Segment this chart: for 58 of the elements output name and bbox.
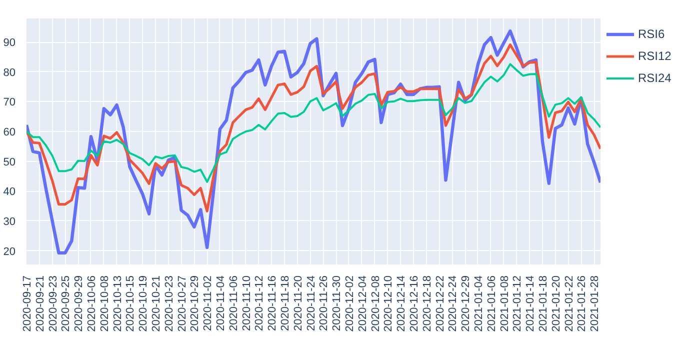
x-tick-label: 2020-10-27 bbox=[176, 275, 188, 332]
y-tick-label: 20 bbox=[3, 246, 16, 258]
x-tick-label: 2020-10-13 bbox=[112, 275, 124, 332]
x-tick-label: 2020-10-21 bbox=[150, 275, 162, 332]
x-tick-label: 2021-01-20 bbox=[550, 275, 562, 332]
x-tick-label: 2020-11-04 bbox=[214, 276, 227, 331]
x-tick-label: 2020-09-23 bbox=[47, 275, 60, 332]
x-tick-label: 2020-11-18 bbox=[279, 276, 292, 331]
x-tick-label: 2021-01-26 bbox=[576, 275, 588, 332]
x-tick-label: 2020-12-16 bbox=[408, 275, 420, 332]
x-tick-label: 2020-12-14 bbox=[396, 275, 408, 332]
x-tick-label: 2020-12-08 bbox=[370, 275, 382, 332]
x-tick-label: 2020-09-21 bbox=[34, 275, 46, 332]
x-tick-label: 2020-10-06 bbox=[86, 275, 98, 332]
x-tick-label: 2020-12-10 bbox=[382, 275, 395, 332]
y-tick-label: 50 bbox=[3, 156, 16, 168]
x-tick-label: 2020-11-12 bbox=[254, 276, 266, 331]
line-series bbox=[26, 63, 600, 183]
x-tick-label: 2020-10-29 bbox=[189, 275, 202, 332]
legend-label: RSI12 bbox=[638, 49, 672, 63]
x-tick-label: 2020-10-15 bbox=[124, 275, 137, 332]
x-tick-label: 2020-12-02 bbox=[344, 275, 356, 332]
x-tick-label: 2020-11-26 bbox=[318, 276, 330, 331]
y-tick-label: 80 bbox=[3, 66, 16, 79]
x-tick-label: 2020-12-29 bbox=[460, 275, 472, 332]
x-tick-label: 2021-01-08 bbox=[498, 275, 511, 332]
y-tick-label: 70 bbox=[3, 96, 16, 109]
x-tick-label: 2020-11-20 bbox=[292, 276, 304, 331]
y-tick-label: 40 bbox=[3, 186, 16, 198]
y-tick-label: 30 bbox=[3, 216, 16, 228]
x-tick-label: 2021-01-28 bbox=[589, 275, 602, 332]
legend-label: RSI24 bbox=[638, 71, 672, 85]
x-tick-label: 2021-01-04 bbox=[472, 275, 485, 332]
x-tick-label: 2020-11-24 bbox=[305, 276, 318, 331]
y-tick-label: 90 bbox=[3, 37, 16, 50]
x-tick-label: 2020-10-19 bbox=[138, 275, 150, 332]
x-tick-label: 2020-11-02 bbox=[202, 276, 214, 331]
x-tick-label: 2020-12-18 bbox=[421, 275, 434, 332]
x-tick-label: 2020-09-29 bbox=[73, 275, 86, 332]
x-tick-label: 2020-11-16 bbox=[266, 276, 279, 331]
x-tick-label: 2021-01-22 bbox=[563, 275, 576, 332]
x-tick-label: 2020-11-06 bbox=[228, 276, 240, 331]
x-tick-label: 2020-12-22 bbox=[434, 275, 446, 332]
line-series bbox=[26, 43, 600, 212]
y-tick-label: 60 bbox=[3, 126, 16, 139]
x-tick-label: 2021-01-12 bbox=[512, 275, 524, 332]
x-tick-label: 2020-11-30 bbox=[331, 276, 344, 331]
x-tick-label: 2020-10-08 bbox=[98, 275, 111, 332]
x-tick-label: 2020-09-25 bbox=[60, 275, 72, 332]
legend-label: RSI6 bbox=[638, 27, 665, 41]
x-tick-label: 2020-12-24 bbox=[447, 275, 460, 332]
x-tick-label: 2020-11-10 bbox=[240, 276, 253, 331]
x-tick-label: 2020-12-04 bbox=[356, 275, 369, 332]
x-tick-label: 2021-01-14 bbox=[524, 275, 537, 332]
x-tick-label: 2020-10-23 bbox=[163, 275, 176, 332]
x-tick-label: 2021-01-06 bbox=[486, 275, 498, 332]
x-tick-label: 2021-01-18 bbox=[537, 275, 550, 332]
x-tick-label: 2020-09-17 bbox=[22, 275, 34, 332]
